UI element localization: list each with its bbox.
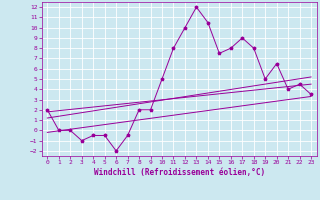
X-axis label: Windchill (Refroidissement éolien,°C): Windchill (Refroidissement éolien,°C) bbox=[94, 168, 265, 177]
